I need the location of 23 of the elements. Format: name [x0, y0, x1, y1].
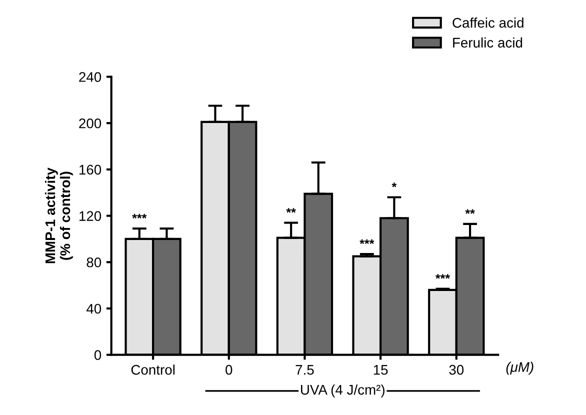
- data-label: ***: [132, 214, 147, 219]
- x-tick-label: 0: [226, 364, 232, 375]
- y-tick-label: 240: [79, 72, 102, 82]
- x-tick-label: 7.5: [296, 365, 314, 375]
- data-label: **: [465, 209, 475, 214]
- y-tick-label: 0: [94, 350, 102, 360]
- y-tick-label: 80: [86, 257, 102, 268]
- y-axis-title: MMP-1 activity (% of control): [44, 168, 73, 264]
- text: UVA (4 J/cm²): [301, 384, 384, 398]
- text: (μM): [506, 362, 534, 375]
- y-tick-label: 40: [86, 304, 102, 314]
- y-tick-label: 200: [79, 118, 102, 128]
- legend-label: Caffeic acid: [452, 18, 524, 28]
- x-tick-label: 30: [449, 364, 464, 375]
- legend-label: Ferulic acid: [453, 37, 522, 48]
- x-tick-label: Control: [131, 364, 175, 375]
- data-label: **: [286, 208, 296, 213]
- y-tick-label: 120: [80, 211, 102, 221]
- data-label: *: [392, 182, 397, 188]
- data-label: ***: [360, 239, 374, 244]
- data-label: ***: [435, 274, 450, 279]
- y-tick-label: 160: [80, 164, 102, 175]
- x-tick-label: 15: [374, 365, 388, 375]
